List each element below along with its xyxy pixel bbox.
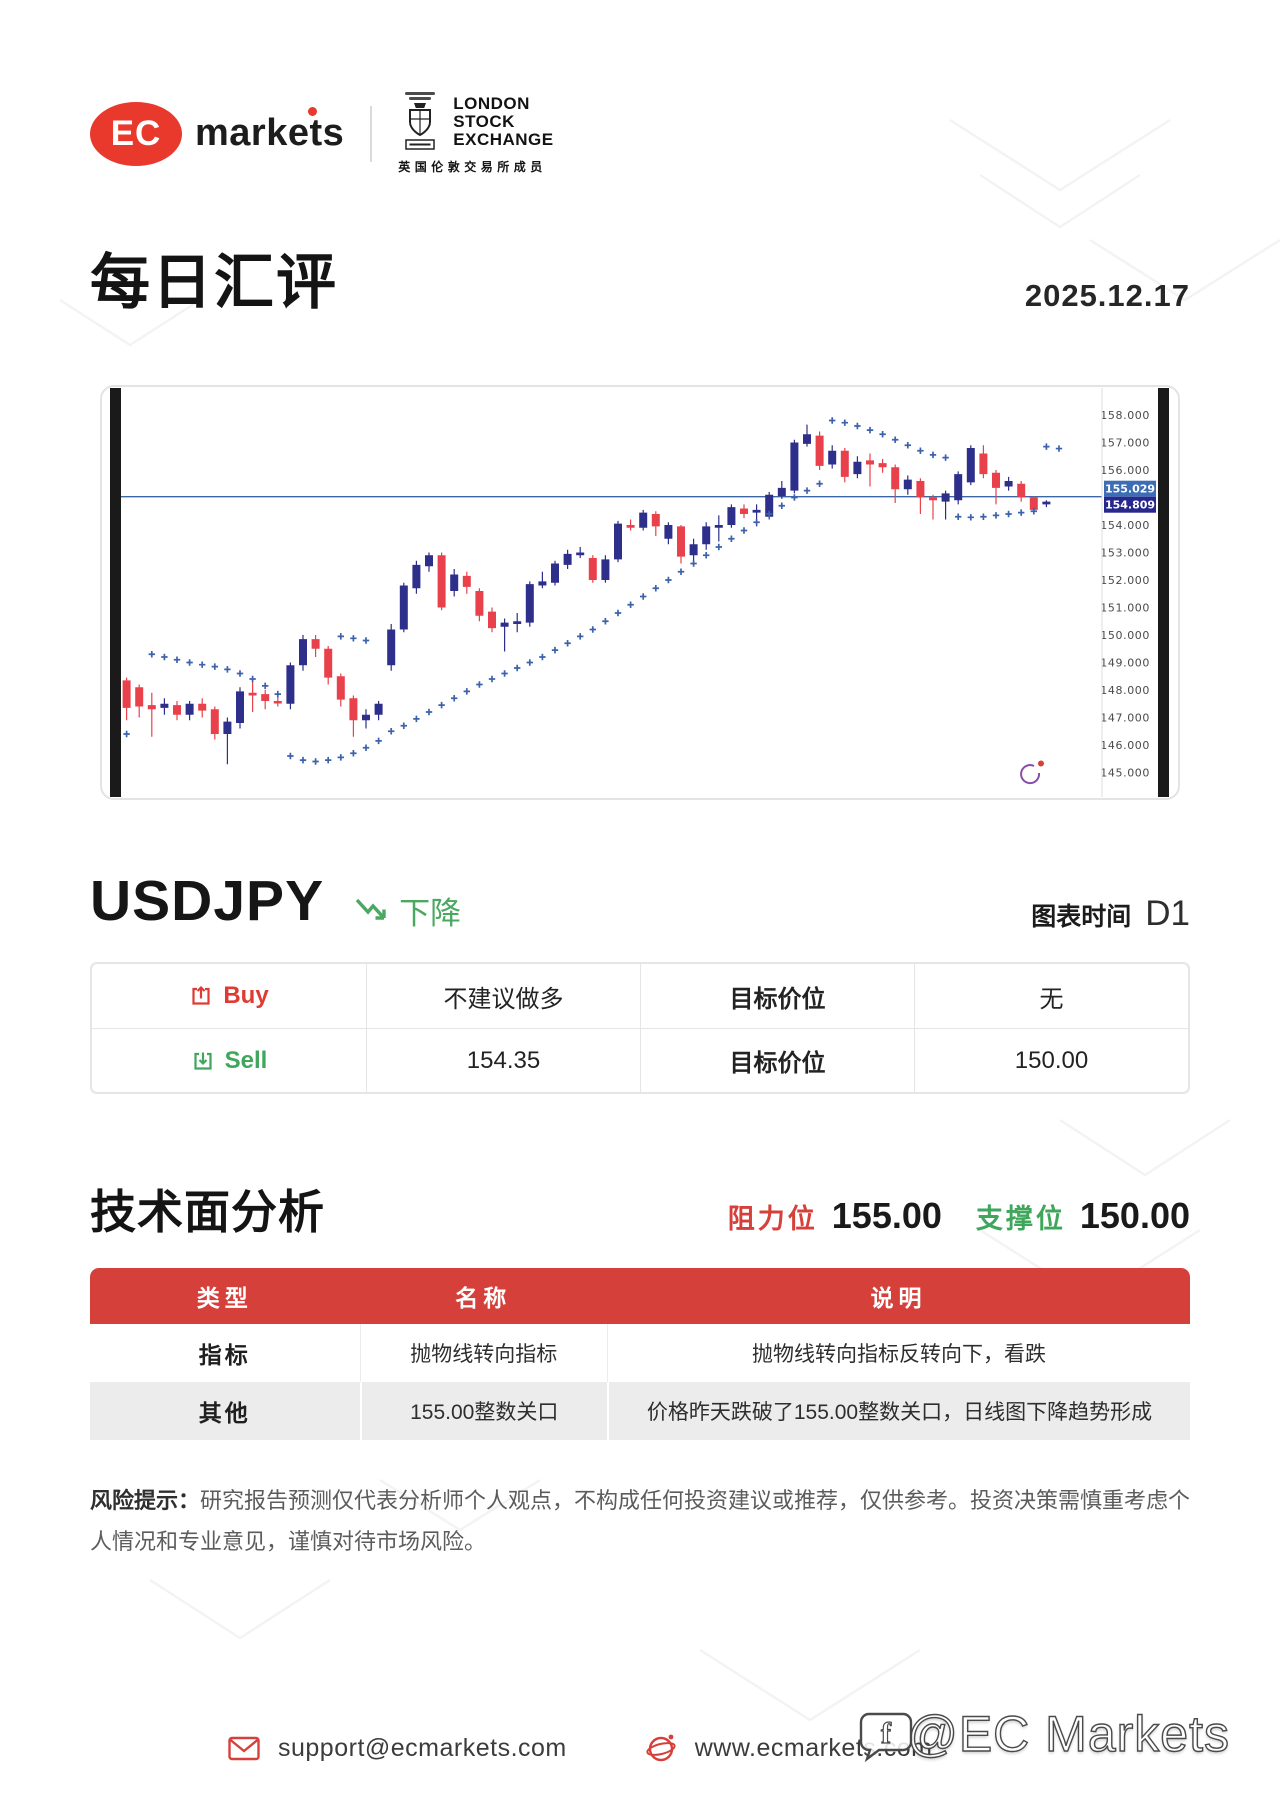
email-link[interactable]: support@ecmarkets.com — [278, 1733, 567, 1762]
col-header-description: 说明 — [870, 1285, 927, 1311]
risk-text: 研究报告预测仅代表分析师个人观点，不构成任何投资建议或推荐，仅供参考。投资决策需… — [90, 1488, 1191, 1554]
sell-target-label-cell: 目标价位 — [640, 1029, 914, 1092]
buy-side-cell: Buy — [92, 964, 366, 1028]
lse-line1: LONDON — [453, 94, 530, 113]
col-header-type: 类型 — [196, 1285, 253, 1311]
svg-text:155.029: 155.029 — [1105, 483, 1155, 496]
timeframe: 图表时间 D1 — [1031, 894, 1190, 934]
markets-text: markets — [195, 112, 345, 154]
timeframe-value: D1 — [1145, 894, 1190, 933]
logo-divider — [370, 105, 373, 162]
lse-line3: EXCHANGE — [453, 130, 554, 149]
footer: support@ecmarkets.com www.ecmarkets.com — [228, 1732, 932, 1764]
pair-row: USDJPY 下降 图表时间 D1 — [90, 868, 1190, 934]
candlestick-chart: 158.000 157.000 156.000 154.000 153.000 152.0… — [110, 388, 1169, 797]
svg-text:156.000: 156.000 — [1100, 464, 1150, 477]
row2-description: 价格昨天跌破了155.00整数关口，日线图下降趋势形成 — [607, 1382, 1190, 1440]
svg-text:145.000: 145.000 — [1100, 767, 1150, 780]
row1-description: 抛物线转向指标反转向下，看跌 — [607, 1324, 1190, 1382]
svg-text:158.000: 158.000 — [1100, 409, 1150, 422]
ec-markets-logo: EC markets — [90, 101, 345, 166]
sell-target-cell: 150.00 — [914, 1029, 1188, 1092]
ec-logo-oval: EC — [90, 101, 182, 166]
buy-entry-cell: 不建议做多 — [366, 964, 640, 1028]
watermark: f @EC Markets — [857, 1702, 1230, 1765]
lse-crest-icon — [405, 92, 436, 150]
header: EC markets LONDON — [90, 92, 1190, 175]
price-chart-card: 158.000 157.000 156.000 154.000 153.000 152.0… — [100, 385, 1180, 800]
ec-markets-wordmark: markets — [195, 107, 345, 155]
svg-text:146.000: 146.000 — [1100, 739, 1150, 752]
title-row: 每日汇评 2025.12.17 — [90, 234, 1190, 321]
buy-target-label-cell: 目标价位 — [640, 964, 914, 1028]
support-label: 支撑位 — [975, 1204, 1066, 1234]
watermark-text: @EC Markets — [906, 1705, 1230, 1762]
pair-symbol: USDJPY — [90, 869, 325, 933]
svg-text:152.000: 152.000 — [1100, 574, 1150, 587]
page-title: 每日汇评 — [90, 249, 338, 316]
analysis-table: 类型 名称 说明 指标 抛物线转向指标 抛物线转向指标反转向下，看跌 其他 15… — [90, 1268, 1190, 1440]
svg-text:148.000: 148.000 — [1100, 684, 1150, 697]
svg-text:149.000: 149.000 — [1100, 657, 1150, 670]
table-row: 其他 155.00整数关口 价格昨天跌破了155.00整数关口，日线图下降趋势形… — [90, 1382, 1190, 1440]
row2-name: 155.00整数关口 — [359, 1382, 608, 1440]
sell-row: Sell 154.35 目标价位 150.00 — [92, 1028, 1188, 1092]
technical-section-header: 技术面分析 阻力位 155.00 支撑位 150.00 — [90, 1176, 1190, 1242]
markets-red-dot — [308, 107, 318, 116]
analysis-table-header: 类型 名称 说明 — [90, 1268, 1190, 1324]
svg-text:147.000: 147.000 — [1100, 712, 1150, 725]
report-date: 2025.12.17 — [1024, 278, 1190, 313]
footer-email: support@ecmarkets.com — [228, 1734, 567, 1763]
sell-side-cell: Sell — [92, 1029, 366, 1092]
sell-label: Sell — [224, 1046, 268, 1074]
svg-text:150.000: 150.000 — [1100, 629, 1150, 642]
sell-entry-cell: 154.35 — [366, 1029, 640, 1092]
risk-disclaimer: 风险提示：研究报告预测仅代表分析师个人观点，不构成任何投资建议或推荐，仅供参考。… — [90, 1480, 1198, 1562]
buy-target-cell: 无 — [914, 964, 1188, 1028]
support-value: 150.00 — [1079, 1195, 1190, 1236]
resistance-value: 155.00 — [831, 1195, 942, 1236]
lse-wordmark: LONDON STOCK EXCHANGE — [453, 95, 553, 149]
lse-chinese-caption: 英国伦敦交易所成员 — [398, 160, 547, 174]
lse-logo: LONDON STOCK EXCHANGE 英国伦敦交易所成员 — [398, 92, 553, 175]
buy-icon — [192, 985, 210, 1005]
sell-icon — [194, 1052, 212, 1070]
svg-text:153.000: 153.000 — [1100, 547, 1150, 560]
svg-text:154.809: 154.809 — [1105, 499, 1155, 512]
technical-title: 技术面分析 — [90, 1186, 325, 1238]
buy-row: Buy 不建议做多 目标价位 无 — [92, 964, 1188, 1028]
row2-type: 其他 — [198, 1400, 251, 1426]
timeframe-label: 图表时间 — [1031, 903, 1132, 931]
svg-text:f: f — [881, 1717, 892, 1750]
row1-type: 指标 — [198, 1342, 251, 1368]
svg-text:154.000: 154.000 — [1100, 519, 1150, 532]
trend-label: 下降 — [399, 895, 462, 931]
col-header-name: 名称 — [455, 1285, 512, 1311]
buy-label: Buy — [223, 982, 269, 1009]
table-row: 指标 抛物线转向指标 抛物线转向指标反转向下，看跌 — [90, 1324, 1190, 1382]
envelope-icon — [228, 1736, 260, 1760]
signal-table: Buy 不建议做多 目标价位 无 Sell 154.35 目标价位 150.00 — [90, 962, 1190, 1094]
ec-logo-text: EC — [110, 113, 162, 153]
trend-down-arrow-icon — [355, 898, 386, 920]
globe-icon — [646, 1734, 676, 1762]
risk-label: 风险提示： — [90, 1488, 201, 1513]
lse-line2: STOCK — [453, 112, 515, 131]
trend-indicator: 下降 — [354, 888, 461, 933]
svg-text:151.000: 151.000 — [1100, 602, 1150, 615]
row1-name: 抛物线转向指标 — [359, 1324, 608, 1382]
svg-text:157.000: 157.000 — [1100, 437, 1150, 450]
resistance-label: 阻力位 — [727, 1204, 818, 1234]
facebook-bubble-icon: f — [857, 1706, 915, 1769]
key-levels: 阻力位 155.00 支撑位 150.00 — [728, 1195, 1190, 1242]
